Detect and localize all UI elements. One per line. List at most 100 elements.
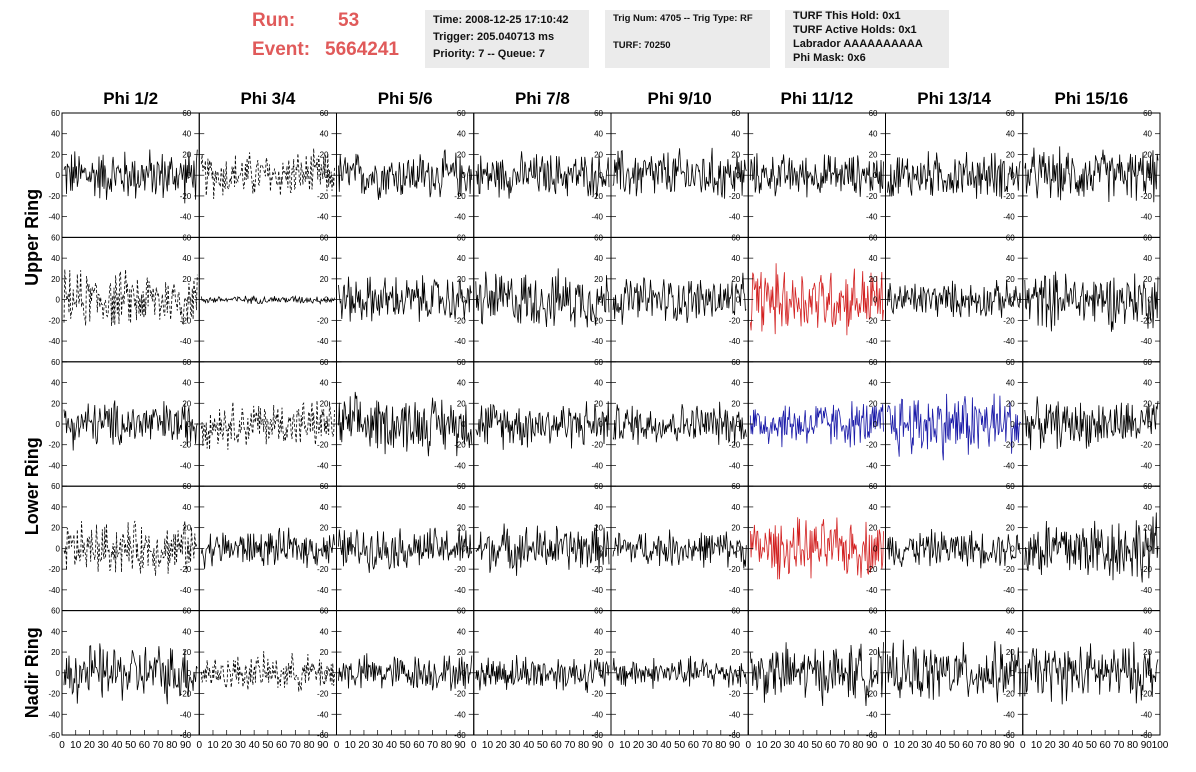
y-tick-label: 40 [51,627,60,636]
y-tick-label: -40 [1003,461,1015,470]
y-tick-label: -20 [729,316,741,325]
y-tick-label: -40 [317,710,329,719]
time-info-box: Time: 2008-12-25 17:10:42 Trigger: 205.0… [425,10,589,68]
x-tick-label: 80 [578,740,590,751]
x-tick-label: 80 [715,740,727,751]
y-tick-label: -20 [180,316,192,325]
y-tick-label: -40 [454,710,466,719]
x-tick-label: 80 [303,740,315,751]
y-tick-label: 20 [320,399,329,408]
y-tick-label: 60 [182,482,191,491]
y-tick-label: 20 [594,275,603,284]
waveform-line [200,400,335,450]
y-tick-label: 0 [1010,420,1015,429]
y-tick-label: 0 [1010,544,1015,553]
y-tick-label: -20 [866,565,878,574]
y-tick-label: 60 [1143,233,1152,242]
y-tick-label: 40 [457,130,466,139]
waveform-line [749,401,884,448]
y-tick-label: 60 [594,482,603,491]
y-tick-label: -60 [180,731,192,740]
waveform-line [338,391,473,457]
y-tick-label: 0 [461,420,466,429]
x-tick-label: 20 [358,740,370,751]
y-tick-label: -40 [317,586,329,595]
y-tick-label: 0 [736,420,741,429]
y-tick-label: 60 [51,607,60,616]
y-tick-label: 40 [594,627,603,636]
panel-frame [336,485,475,612]
x-tick-label: 50 [537,740,549,751]
y-tick-label: 60 [51,482,60,491]
y-tick-label: 40 [320,627,329,636]
y-tick-label: -20 [48,316,60,325]
y-tick-label: -40 [866,710,878,719]
y-tick-label: 40 [1143,503,1152,512]
x-tick-label: 0 [608,740,614,751]
x-tick-label: 40 [386,740,398,751]
y-tick-label: 20 [731,150,740,159]
y-tick-label: 40 [182,503,191,512]
panel-frame [885,361,1024,487]
x-tick-label: 60 [276,740,288,751]
y-tick-label: -20 [1140,192,1152,201]
y-tick-label: -40 [180,461,192,470]
phi-label: Phi 11/12 [780,89,853,108]
y-tick-label: 60 [1006,109,1015,118]
labrador-text: Labrador AAAAAAAAAA [793,38,923,50]
y-tick-label: -20 [1003,441,1015,450]
y-tick-label: 40 [457,254,466,263]
y-tick-label: -40 [454,213,466,222]
y-tick-label: 0 [599,171,604,180]
y-tick-label: -40 [591,337,603,346]
x-tick-label: 40 [660,740,672,751]
x-tick-label: 80 [852,740,864,751]
y-tick-label: 20 [51,150,60,159]
y-tick-label: -40 [317,461,329,470]
y-tick-label: 40 [320,503,329,512]
y-tick-label: 0 [1010,296,1015,305]
y-tick-label: -40 [591,586,603,595]
waveform-line [63,269,198,327]
phi-label: Phi 9/10 [647,89,711,108]
y-tick-label: -60 [729,731,741,740]
y-tick-label: 40 [320,379,329,388]
y-tick-label: 0 [1148,171,1153,180]
y-tick-label: 20 [182,648,191,657]
waveform-line [1024,271,1159,332]
y-tick-label: -20 [48,192,60,201]
waveform-line [63,400,198,451]
y-tick-label: 20 [51,648,60,657]
waveform-line [338,149,473,200]
trig-num-text: Trig Num: 4705 -- Trig Type: RF [613,13,753,24]
x-tick-label: 0 [196,740,202,751]
x-tick-label: 40 [1072,740,1084,751]
y-tick-label: 20 [594,524,603,533]
y-tick-label: 0 [324,171,329,180]
y-tick-label: 20 [731,648,740,657]
x-tick-label: 60 [962,740,974,751]
y-tick-label: 40 [51,130,60,139]
y-tick-label: -40 [48,337,60,346]
y-tick-label: 40 [182,254,191,263]
y-tick-label: 40 [1143,130,1152,139]
y-tick-label: 40 [1143,254,1152,263]
y-tick-label: 20 [1143,648,1152,657]
y-tick-label: -20 [729,690,741,699]
phi-label: Phi 15/16 [1055,89,1129,108]
y-tick-label: -40 [1003,710,1015,719]
x-tick-label: 10 [619,740,631,751]
y-tick-label: 60 [51,109,60,118]
x-tick-label: 40 [249,740,261,751]
y-tick-label: 60 [594,109,603,118]
y-tick-label: 0 [56,544,61,553]
y-tick-label: 0 [1010,669,1015,678]
y-tick-label: 0 [324,296,329,305]
waveform-line [338,527,473,573]
x-tick-label: 30 [784,740,796,751]
y-tick-label: 40 [869,130,878,139]
y-tick-label: 60 [869,109,878,118]
y-tick-label: 60 [1143,482,1152,491]
y-tick-label: 60 [1143,109,1152,118]
y-tick-label: -20 [317,316,329,325]
